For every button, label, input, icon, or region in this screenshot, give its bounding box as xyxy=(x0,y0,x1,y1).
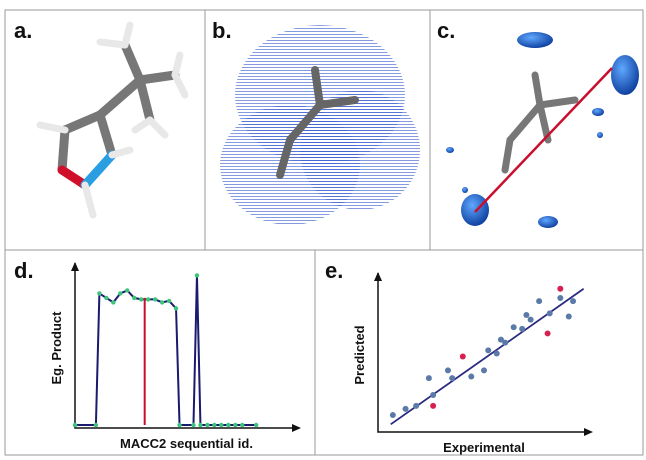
data-point xyxy=(459,353,466,360)
molecule-b xyxy=(220,25,420,225)
data-point xyxy=(430,392,437,399)
data-point xyxy=(565,313,572,320)
data-point xyxy=(104,295,109,301)
data-line xyxy=(75,275,257,427)
data-point xyxy=(536,298,543,305)
data-point xyxy=(212,422,217,428)
data-point xyxy=(139,297,144,302)
data-point xyxy=(118,291,123,296)
data-point xyxy=(173,306,179,311)
molecule-c xyxy=(446,32,639,228)
trendline xyxy=(390,288,585,426)
x-axis-label: MACC2 sequential id. xyxy=(120,436,253,451)
data-point xyxy=(166,298,172,304)
data-point xyxy=(132,295,137,301)
data-point xyxy=(502,339,509,346)
data-point xyxy=(449,375,456,382)
data-point xyxy=(557,285,564,292)
data-point xyxy=(205,422,210,428)
data-point xyxy=(219,422,224,428)
data-point xyxy=(194,273,200,278)
data-point xyxy=(125,288,130,293)
data-point xyxy=(191,422,196,428)
data-point xyxy=(485,347,492,354)
arrow xyxy=(374,272,382,281)
data-point xyxy=(557,295,564,302)
data-point xyxy=(145,297,151,302)
axes xyxy=(74,263,298,429)
data-point xyxy=(546,310,553,317)
data-point xyxy=(233,422,238,428)
data-point xyxy=(240,422,245,428)
molecule-a xyxy=(36,21,189,219)
data-point xyxy=(519,325,526,332)
panel-label: e. xyxy=(325,258,343,283)
data-point xyxy=(97,291,102,296)
data-point xyxy=(430,402,437,409)
data-point xyxy=(389,412,396,419)
data-point xyxy=(497,336,504,343)
data-point xyxy=(544,330,551,337)
arrow xyxy=(71,262,79,271)
data-point xyxy=(527,316,534,323)
data-point xyxy=(413,402,420,409)
data-point xyxy=(523,311,530,318)
data-point xyxy=(510,324,517,331)
panel-label: a. xyxy=(14,18,32,43)
data-point xyxy=(402,405,409,412)
data-point xyxy=(468,373,475,380)
arrow xyxy=(292,424,301,432)
data-point xyxy=(198,422,203,428)
axes xyxy=(377,273,590,433)
panel-label: d. xyxy=(14,258,34,283)
data-point xyxy=(493,350,500,357)
panel-label: c. xyxy=(437,18,455,43)
data-point xyxy=(72,422,78,428)
data-point xyxy=(177,422,182,428)
y-axis-label: Predicted xyxy=(352,325,367,384)
panel-label: b. xyxy=(212,18,232,43)
data-point xyxy=(444,367,451,374)
data-point xyxy=(425,375,432,382)
data-point xyxy=(152,297,158,302)
data-point xyxy=(111,300,116,305)
arrow xyxy=(584,428,593,436)
frames xyxy=(4,9,644,456)
data-point xyxy=(570,298,577,305)
data-point xyxy=(253,422,259,428)
data-point xyxy=(93,422,99,428)
data-point xyxy=(226,422,231,428)
y-axis-label: Eg. Product xyxy=(49,311,64,385)
data-point xyxy=(159,300,165,305)
data-point xyxy=(481,367,487,374)
x-axis-label: Experimental xyxy=(443,440,525,455)
